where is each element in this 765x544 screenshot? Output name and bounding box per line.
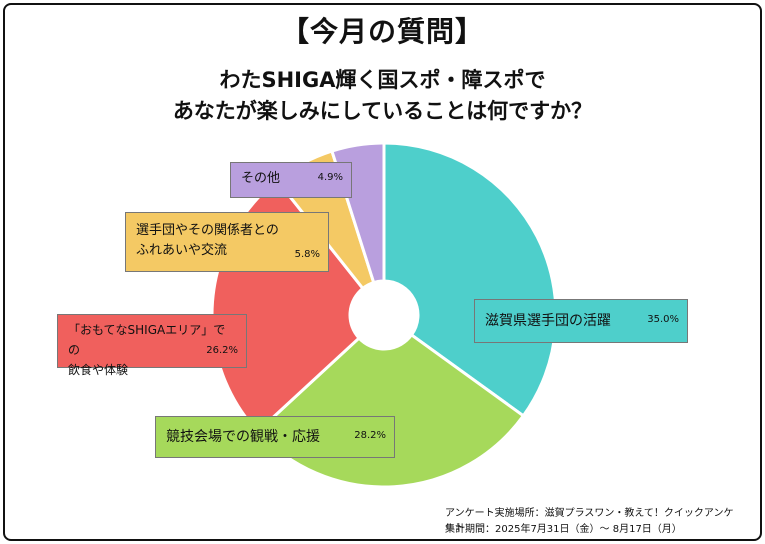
chart-title: 【今月の質問】 (280, 15, 484, 48)
callout-s1: 競技会場での観戦・応援 28.2% (155, 416, 395, 458)
slice-value-s3: 5.8% (294, 249, 320, 260)
slice-value-s2: 26.2% (206, 345, 238, 356)
question-line-1: わたSHIGA輝く国スポ・障スポで (219, 68, 546, 92)
slice-label-s1: 競技会場での観戦・応援 (166, 429, 320, 445)
slice-label-s0: 滋賀県選手団の活躍 (485, 313, 611, 329)
footer-source: アンケート実施場所：滋賀プラスワン・教えて！クイックアンケート (445, 508, 734, 534)
slice-label-s3-line1: 選手団やその関係者との (136, 223, 279, 238)
callout-s2: 「おもてなSHIGAエリア」での 飲食や体験 26.2% (57, 314, 247, 377)
question-line-2: あなたが楽しみにしていることは何ですか？ (172, 99, 593, 123)
callout-s4: その他 4.9% (230, 162, 352, 198)
slice-value-s1: 28.2% (354, 430, 386, 441)
slice-value-s0: 35.0% (647, 314, 679, 325)
callout-s3: 選手団やその関係者との ふれあいや交流 5.8% (125, 212, 329, 272)
footer-period: 集計期間：2025年7月31日（金）～ 8月17日（月） (445, 524, 682, 535)
slice-value-s4: 4.9% (317, 172, 343, 183)
slice-label-s3-line2: ふれあいや交流 (136, 243, 228, 258)
slice-label-s2-line2: 飲食や体験 (68, 363, 129, 377)
callout-s0: 滋賀県選手団の活躍 35.0% (474, 299, 688, 343)
slice-label-s4: その他 (241, 171, 281, 186)
slice-label-s2-line1: 「おもてなSHIGAエリア」での (68, 323, 226, 357)
